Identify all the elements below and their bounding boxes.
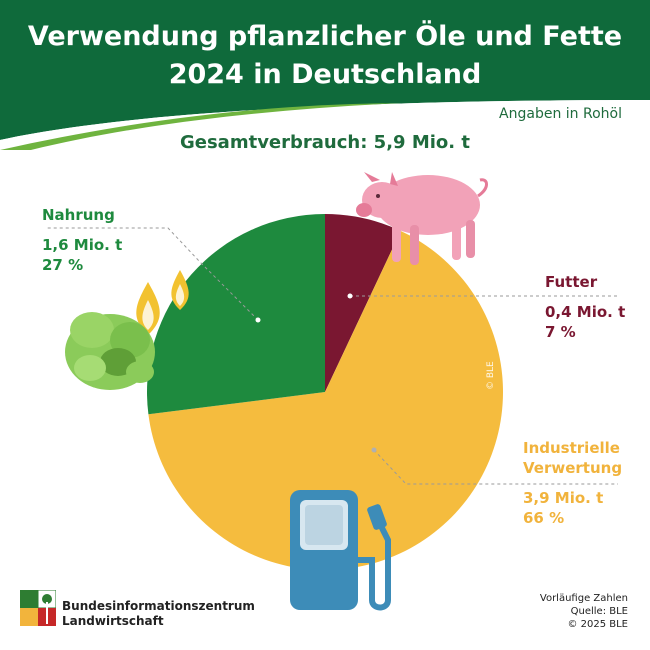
chart-title-line-2: 2024 in Deutschland xyxy=(168,59,482,90)
label-industrie-amount: 3,9 Mio. t xyxy=(523,489,604,507)
footer-org-line-1: Bundesinformationszentrum xyxy=(62,599,255,613)
leader-line-industrie xyxy=(373,449,618,485)
footer-notes: Vorläufige Zahlen Quelle: BLE © 2025 BLE xyxy=(540,592,628,631)
pig-icon xyxy=(356,172,488,265)
lettuce-icon xyxy=(65,312,155,390)
dot-industrie xyxy=(371,447,377,453)
label-nahrung-name: Nahrung xyxy=(42,206,115,224)
total-consumption: Gesamtverbrauch: 5,9 Mio. t xyxy=(179,132,470,153)
dot-nahrung xyxy=(255,317,261,323)
footer-note-copyright: © 2025 BLE xyxy=(567,619,628,630)
label-futter: Futter 0,4 Mio. t 7 % xyxy=(545,272,625,342)
label-industrie: Industrielle Verwertung 3,9 Mio. t 66 % xyxy=(523,438,622,528)
footer-organization: Bundesinformationszentrum Landwirtschaft xyxy=(62,599,255,629)
footer-note-source: Quelle: BLE xyxy=(570,606,628,617)
label-nahrung-share: 27 % xyxy=(42,256,84,274)
label-nahrung: Nahrung 1,6 Mio. t 27 % xyxy=(42,205,122,275)
label-industrie-name-2: Verwertung xyxy=(523,459,623,477)
label-industrie-share: 66 % xyxy=(523,509,565,527)
fuel-pump-icon xyxy=(290,490,391,611)
oil-drops-icon xyxy=(136,270,189,335)
header-banner: Verwendung pflanzlicher Öle und Fette 20… xyxy=(0,0,650,150)
unit-note: Angaben in Rohöl xyxy=(499,106,622,122)
pie-slice-industrielle-verwertung xyxy=(148,230,503,571)
footer-note-provisional: Vorläufige Zahlen xyxy=(539,593,628,604)
footer-org-line-2: Landwirtschaft xyxy=(62,614,164,628)
ble-logo-icon xyxy=(20,590,56,626)
pie-slice-futter xyxy=(325,214,401,392)
pie-slice-nahrung xyxy=(147,214,325,415)
label-nahrung-amount: 1,6 Mio. t xyxy=(42,236,123,254)
label-futter-amount: 0,4 Mio. t xyxy=(545,303,626,321)
label-futter-name: Futter xyxy=(545,273,598,291)
label-futter-share: 7 % xyxy=(545,323,576,341)
dot-futter xyxy=(347,293,353,299)
chart-title-line-1: Verwendung pflanzlicher Öle und Fette xyxy=(27,21,623,52)
label-industrie-name-1: Industrielle xyxy=(523,439,620,457)
pie-slices xyxy=(147,214,503,571)
watermark: © BLE xyxy=(486,361,496,390)
header-background xyxy=(0,0,650,150)
